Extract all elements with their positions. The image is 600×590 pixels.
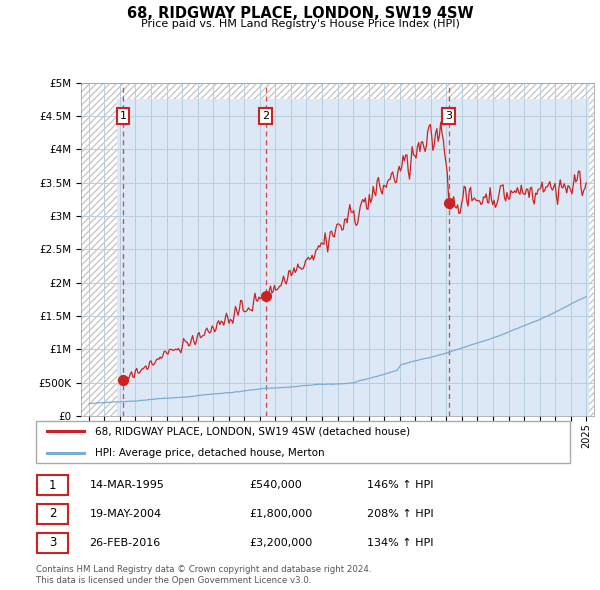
Text: Price paid vs. HM Land Registry's House Price Index (HPI): Price paid vs. HM Land Registry's House … xyxy=(140,19,460,30)
Text: 2: 2 xyxy=(49,507,56,520)
Text: £3,200,000: £3,200,000 xyxy=(250,537,313,548)
Text: 134% ↑ HPI: 134% ↑ HPI xyxy=(367,537,434,548)
Text: 68, RIDGWAY PLACE, LONDON, SW19 4SW: 68, RIDGWAY PLACE, LONDON, SW19 4SW xyxy=(127,6,473,21)
FancyBboxPatch shape xyxy=(36,421,570,463)
Text: 2: 2 xyxy=(262,111,269,121)
Text: 14-MAR-1995: 14-MAR-1995 xyxy=(89,480,164,490)
Text: 1: 1 xyxy=(49,478,56,491)
FancyBboxPatch shape xyxy=(37,533,68,553)
Text: HPI: Average price, detached house, Merton: HPI: Average price, detached house, Mert… xyxy=(95,448,325,457)
Text: 68, RIDGWAY PLACE, LONDON, SW19 4SW (detached house): 68, RIDGWAY PLACE, LONDON, SW19 4SW (det… xyxy=(95,427,410,436)
Text: 26-FEB-2016: 26-FEB-2016 xyxy=(89,537,161,548)
Text: 1: 1 xyxy=(119,111,127,121)
Text: 3: 3 xyxy=(49,536,56,549)
Text: £1,800,000: £1,800,000 xyxy=(250,509,313,519)
FancyBboxPatch shape xyxy=(37,504,68,524)
Text: £540,000: £540,000 xyxy=(250,480,302,490)
Text: 19-MAY-2004: 19-MAY-2004 xyxy=(89,509,161,519)
Text: 208% ↑ HPI: 208% ↑ HPI xyxy=(367,509,434,519)
FancyBboxPatch shape xyxy=(37,475,68,495)
Text: 146% ↑ HPI: 146% ↑ HPI xyxy=(367,480,434,490)
Text: 3: 3 xyxy=(445,111,452,121)
Text: Contains HM Land Registry data © Crown copyright and database right 2024.
This d: Contains HM Land Registry data © Crown c… xyxy=(36,565,371,585)
